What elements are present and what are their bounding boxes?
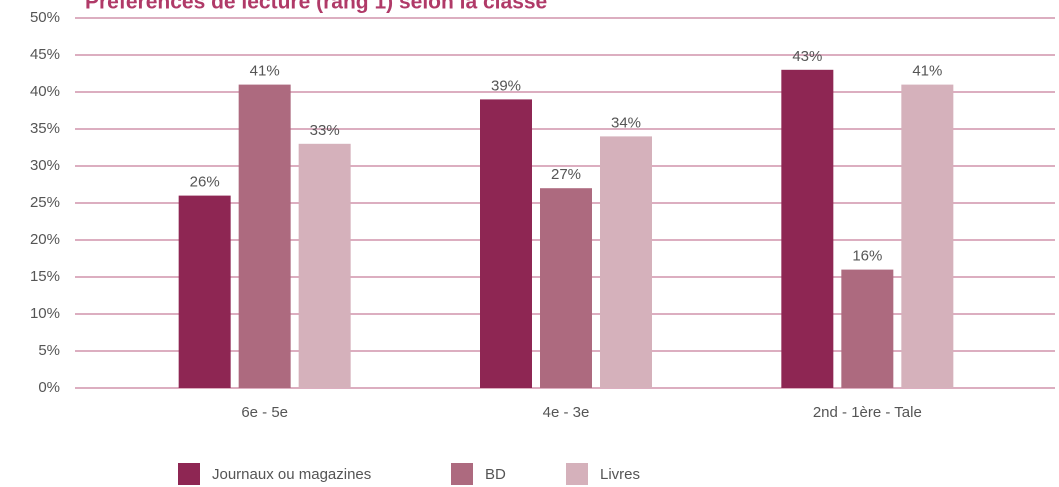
bar xyxy=(841,269,894,388)
chart-title: Préférences de lecture (rang 1) selon la… xyxy=(85,0,547,14)
value-label: 33% xyxy=(310,122,340,139)
y-tick-label: 45% xyxy=(30,46,60,63)
x-tick-label: 6e - 5e xyxy=(241,404,288,421)
y-tick-label: 10% xyxy=(30,305,60,322)
legend-swatch xyxy=(451,463,473,485)
y-tick-label: 50% xyxy=(30,9,60,26)
value-label: 41% xyxy=(250,63,280,80)
y-tick-label: 0% xyxy=(38,379,60,396)
y-tick-label: 25% xyxy=(30,194,60,211)
value-label: 27% xyxy=(551,166,581,183)
y-tick-label: 5% xyxy=(38,342,60,359)
bar xyxy=(901,84,954,388)
value-label: 26% xyxy=(190,174,220,191)
x-tick-label: 4e - 3e xyxy=(543,404,590,421)
bar xyxy=(600,136,652,388)
value-label: 16% xyxy=(852,248,882,265)
y-tick-label: 30% xyxy=(30,157,60,174)
bar xyxy=(178,195,231,388)
value-label: 41% xyxy=(912,63,942,80)
legend-label: Livres xyxy=(600,466,640,483)
value-label: 39% xyxy=(491,77,521,94)
x-tick-label: 2nd - 1ère - Tale xyxy=(813,404,922,421)
value-label: 34% xyxy=(611,114,641,131)
y-tick-label: 40% xyxy=(30,83,60,100)
bar xyxy=(540,188,592,388)
y-tick-label: 15% xyxy=(30,268,60,285)
bar xyxy=(781,69,834,389)
bar xyxy=(298,143,351,388)
bar xyxy=(238,84,291,388)
y-tick-label: 35% xyxy=(30,120,60,137)
bar xyxy=(480,99,532,389)
value-label: 43% xyxy=(792,48,822,65)
legend-swatch xyxy=(566,463,588,485)
legend-label: Journaux ou magazines xyxy=(212,466,371,483)
legend-label: BD xyxy=(485,466,506,483)
legend-swatch xyxy=(178,463,200,485)
y-tick-label: 20% xyxy=(30,231,60,248)
